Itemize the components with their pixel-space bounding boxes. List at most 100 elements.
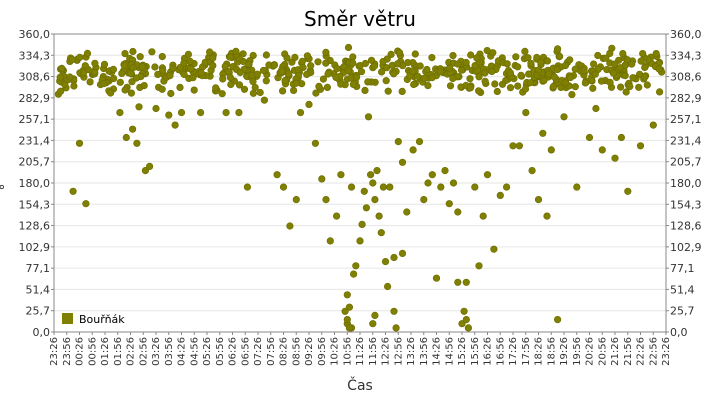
data-point (129, 125, 137, 133)
x-tick-label: 16:56 (495, 337, 506, 366)
x-tick-label: 07:56 (266, 337, 277, 366)
data-point (364, 78, 372, 86)
data-point (86, 78, 94, 86)
data-point (449, 179, 458, 187)
data-point (197, 69, 205, 77)
x-tick-label: 06:56 (240, 337, 251, 366)
data-point (446, 64, 454, 72)
data-point (539, 129, 547, 137)
data-point (326, 237, 334, 245)
data-point (350, 270, 358, 278)
data-point (291, 53, 299, 62)
data-point (464, 324, 473, 332)
x-tick-label: 04:56 (189, 337, 200, 366)
data-point (236, 68, 244, 77)
data-point (545, 70, 553, 78)
data-point (262, 51, 271, 59)
data-point (409, 67, 417, 75)
y-tick-label-left: 257,1 (19, 113, 51, 126)
data-point (592, 104, 600, 113)
data-point (324, 70, 332, 78)
data-point (467, 51, 475, 59)
x-tick-label: 21:26 (610, 337, 621, 366)
data-point (227, 80, 235, 89)
data-point (109, 65, 117, 73)
data-point (166, 71, 174, 80)
data-point (225, 68, 233, 76)
x-tick-label: 17:26 (508, 337, 519, 366)
y-tick-label-right: 25,7 (670, 305, 695, 318)
data-point (121, 86, 129, 94)
data-point (441, 167, 449, 175)
data-point (249, 51, 257, 60)
data-point (621, 71, 629, 80)
data-point (568, 90, 576, 99)
data-point (256, 88, 264, 97)
data-point (629, 74, 637, 82)
data-point (132, 74, 140, 82)
data-point (616, 83, 625, 91)
data-point (547, 146, 555, 154)
data-point (121, 49, 129, 58)
data-point (159, 66, 167, 74)
x-tick-label: 14:26 (432, 337, 443, 366)
data-point (279, 87, 287, 95)
data-point (319, 75, 328, 83)
data-point (285, 70, 293, 78)
data-point (537, 58, 545, 66)
y-tick-label-left: 154,3 (19, 198, 51, 211)
data-point (598, 146, 606, 154)
data-point (628, 60, 636, 68)
data-point (281, 76, 289, 85)
data-point (100, 60, 109, 69)
x-tick-label: 00:56 (87, 337, 98, 366)
x-tick-label: 10:26 (330, 337, 341, 366)
data-point (303, 52, 312, 60)
y-tick-label-left: 25,7 (26, 305, 51, 318)
data-point (378, 68, 386, 76)
data-point (120, 61, 128, 70)
data-point (361, 86, 369, 94)
data-point (386, 183, 394, 191)
data-point (390, 253, 398, 262)
data-point (273, 171, 281, 179)
x-tick-label: 23:26 (661, 337, 672, 366)
data-point (393, 60, 402, 68)
y-tick-label-right: 180,0 (670, 177, 702, 190)
data-point (643, 81, 651, 89)
data-point (622, 88, 630, 96)
data-point (367, 56, 376, 64)
data-point (424, 179, 432, 187)
data-point (553, 65, 561, 73)
data-point (533, 53, 541, 62)
data-point (278, 67, 286, 76)
data-point (594, 51, 602, 60)
data-point (458, 320, 466, 328)
data-point (566, 56, 574, 64)
data-point (460, 307, 468, 315)
data-point (148, 48, 156, 56)
y-tick-label-right: 51,4 (670, 283, 695, 296)
data-point (581, 79, 590, 87)
data-point (479, 212, 487, 220)
data-point (81, 62, 89, 70)
x-tick-label: 14:56 (444, 337, 455, 366)
data-point (158, 85, 166, 93)
data-point (322, 59, 330, 67)
scatter-points (54, 43, 666, 332)
x-tick-label: 20:56 (597, 337, 608, 366)
data-point (129, 64, 137, 72)
data-point (290, 86, 298, 94)
y-tick-label-right: 334,3 (670, 49, 702, 62)
data-point (392, 324, 400, 332)
x-tick-label: 21:56 (623, 337, 634, 366)
data-point (493, 87, 501, 96)
data-point (573, 183, 581, 191)
data-point (384, 87, 392, 95)
data-point (526, 79, 535, 87)
data-point (212, 84, 220, 92)
data-point (122, 133, 130, 142)
data-point (76, 53, 84, 61)
data-point (243, 183, 251, 191)
data-point (535, 66, 543, 74)
